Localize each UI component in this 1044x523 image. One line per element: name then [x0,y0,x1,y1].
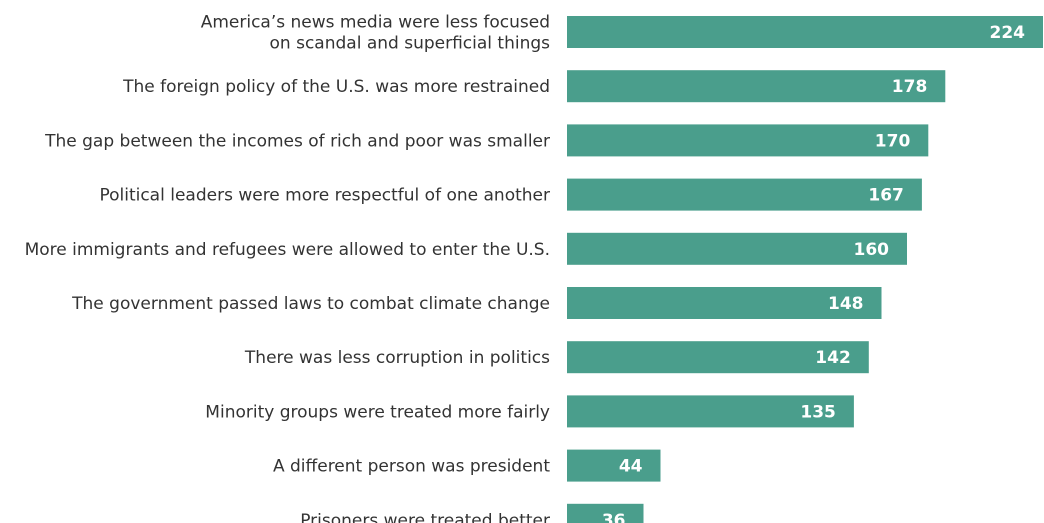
bar-value-label: 160 [854,240,890,260]
bar [567,232,907,265]
category-label-line: The gap between the incomes of rich and … [44,131,550,151]
category-label-line: There was less corruption in politics [244,348,550,368]
category-label-line: Minority groups were treated more fairly [205,402,550,422]
category-label-line: Prisoners were treated better [300,511,550,523]
category-label: America’s news media were less focused on… [201,13,550,54]
category-label: Prisoners were treated better [300,511,550,523]
category-label-line: Political leaders were more respectful o… [99,186,550,206]
category-label-line: America’s news media were less focused [201,13,550,33]
category-label: More immigrants and refugees were allowe… [25,240,550,260]
bar [567,70,946,103]
bar [567,503,644,523]
bar [567,16,1043,48]
category-label: A different person was president [273,457,550,477]
category-label-line: The government passed laws to combat cli… [71,294,550,314]
category-label-line: The foreign policy of the U.S. was more … [122,77,550,97]
bar-value-label: 224 [990,23,1026,43]
bar-value-label: 167 [868,186,904,206]
bar-value-label: 142 [815,348,851,368]
category-label: The gap between the incomes of rich and … [44,131,550,151]
bar [567,178,922,211]
bar-value-label: 44 [619,457,643,477]
category-label: There was less corruption in politics [244,348,550,368]
category-label-line: on scandal and superficial things [270,34,551,54]
category-label-line: More immigrants and refugees were allowe… [25,240,550,260]
bar-value-label: 36 [602,511,626,523]
category-label-line: A different person was president [273,457,550,477]
category-label: The foreign policy of the U.S. was more … [122,77,550,97]
category-label: The government passed laws to combat cli… [71,294,550,314]
bar [567,395,854,428]
bar [567,449,661,482]
bar [567,287,882,319]
bar-value-label: 178 [892,77,928,97]
category-label: Political leaders were more respectful o… [99,186,550,206]
bar [567,124,929,157]
category-label: Minority groups were treated more fairly [205,402,550,422]
bar [567,341,869,374]
bar-value-label: 170 [875,131,911,151]
bar-value-label: 148 [828,294,864,314]
bar-value-label: 135 [800,402,836,422]
